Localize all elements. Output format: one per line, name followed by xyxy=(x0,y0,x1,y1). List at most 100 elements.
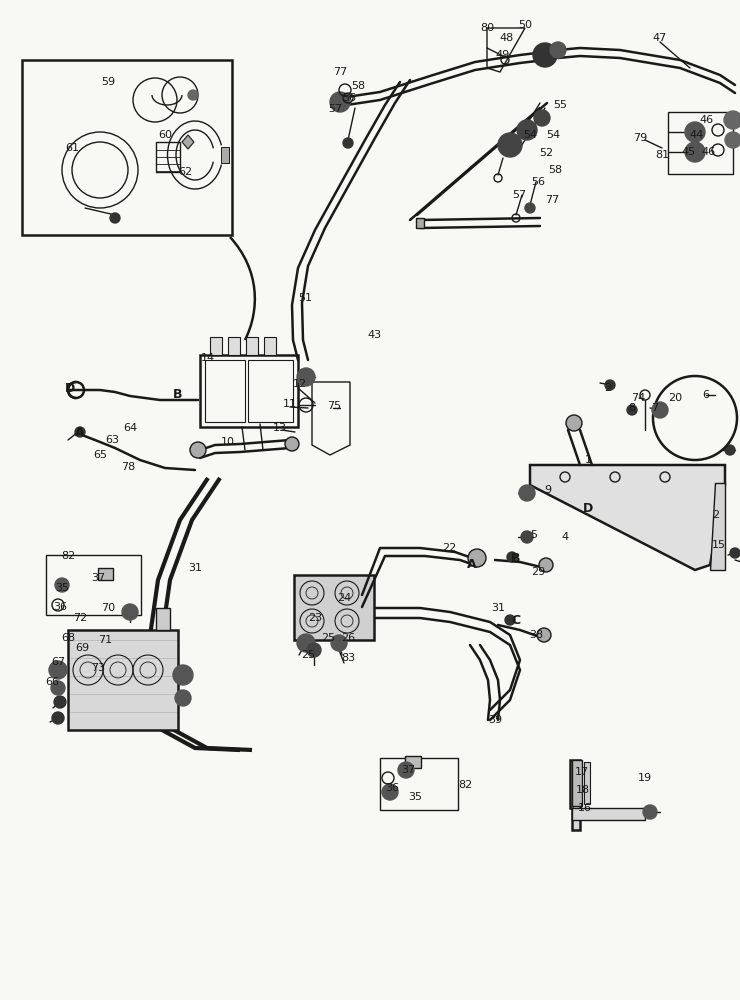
Text: 5: 5 xyxy=(531,530,537,540)
Text: 48: 48 xyxy=(500,33,514,43)
Circle shape xyxy=(507,552,517,562)
Text: 49: 49 xyxy=(496,50,510,60)
Circle shape xyxy=(382,784,398,800)
Text: 14: 14 xyxy=(201,353,215,363)
Circle shape xyxy=(521,531,533,543)
Text: 55: 55 xyxy=(553,100,567,110)
Circle shape xyxy=(724,111,740,129)
Text: 2: 2 xyxy=(713,510,719,520)
Circle shape xyxy=(398,762,414,778)
Text: 68: 68 xyxy=(61,633,75,643)
Text: 10: 10 xyxy=(221,437,235,447)
Circle shape xyxy=(110,213,120,223)
Text: 82: 82 xyxy=(458,780,472,790)
Circle shape xyxy=(188,90,198,100)
Circle shape xyxy=(468,549,486,567)
Circle shape xyxy=(52,712,64,724)
Text: 72: 72 xyxy=(73,613,87,623)
Text: 60: 60 xyxy=(158,130,172,140)
Circle shape xyxy=(173,665,193,685)
Bar xyxy=(22,60,232,235)
Circle shape xyxy=(566,415,582,431)
Circle shape xyxy=(307,643,321,657)
Circle shape xyxy=(550,42,566,58)
Bar xyxy=(294,575,374,640)
Text: 44: 44 xyxy=(690,130,704,140)
Text: 6: 6 xyxy=(702,390,710,400)
Circle shape xyxy=(54,696,66,708)
Text: 1: 1 xyxy=(585,455,591,465)
Bar xyxy=(156,142,180,172)
Text: 52: 52 xyxy=(539,148,553,158)
Text: 57: 57 xyxy=(512,190,526,200)
Circle shape xyxy=(730,548,740,558)
Text: 19: 19 xyxy=(638,773,652,783)
Text: 58: 58 xyxy=(548,165,562,175)
Circle shape xyxy=(533,43,557,67)
Circle shape xyxy=(498,133,522,157)
Circle shape xyxy=(725,445,735,455)
Text: 79: 79 xyxy=(633,133,647,143)
Text: 50: 50 xyxy=(518,20,532,30)
Bar xyxy=(405,756,421,768)
Text: 29: 29 xyxy=(531,567,545,577)
Text: 80: 80 xyxy=(480,23,494,33)
Circle shape xyxy=(75,427,85,437)
Text: B: B xyxy=(173,388,183,401)
Polygon shape xyxy=(570,760,580,830)
Text: 22: 22 xyxy=(442,543,456,553)
Text: 75: 75 xyxy=(327,401,341,411)
Text: 54: 54 xyxy=(546,130,560,140)
Bar xyxy=(246,337,258,355)
Circle shape xyxy=(343,138,353,148)
Text: 36: 36 xyxy=(53,602,67,612)
Text: 20: 20 xyxy=(668,393,682,403)
Circle shape xyxy=(534,110,550,126)
Text: 65: 65 xyxy=(93,450,107,460)
Text: 71: 71 xyxy=(98,635,112,645)
Circle shape xyxy=(685,122,705,142)
Text: 77: 77 xyxy=(333,67,347,77)
Text: 37: 37 xyxy=(91,573,105,583)
Text: 11: 11 xyxy=(283,399,297,409)
Circle shape xyxy=(285,437,299,451)
Text: A: A xyxy=(75,426,85,438)
Text: 81: 81 xyxy=(655,150,669,160)
Text: 47: 47 xyxy=(653,33,667,43)
Bar xyxy=(98,568,113,580)
Circle shape xyxy=(297,368,315,386)
Bar xyxy=(156,608,170,630)
Text: 31: 31 xyxy=(491,603,505,613)
Circle shape xyxy=(627,405,637,415)
Text: 46: 46 xyxy=(701,147,715,157)
Circle shape xyxy=(685,142,705,162)
Text: 46: 46 xyxy=(699,115,713,125)
Circle shape xyxy=(517,120,537,140)
Bar xyxy=(210,337,222,355)
Text: 13: 13 xyxy=(273,423,287,433)
Text: 35: 35 xyxy=(55,583,69,593)
Text: 82: 82 xyxy=(61,551,75,561)
Text: 24: 24 xyxy=(337,593,351,603)
Text: 25: 25 xyxy=(301,650,315,660)
Circle shape xyxy=(525,203,535,213)
Text: 45: 45 xyxy=(681,147,695,157)
Text: 59: 59 xyxy=(101,77,115,87)
Text: C: C xyxy=(511,613,520,626)
Text: 37: 37 xyxy=(401,765,415,775)
Text: 74: 74 xyxy=(631,393,645,403)
Text: 56: 56 xyxy=(531,177,545,187)
Text: 43: 43 xyxy=(368,330,382,340)
Polygon shape xyxy=(710,483,725,570)
Circle shape xyxy=(505,615,515,625)
Text: 26: 26 xyxy=(341,633,355,643)
Text: D: D xyxy=(65,381,75,394)
Bar xyxy=(205,360,245,422)
Text: 16: 16 xyxy=(578,803,592,813)
Text: 2: 2 xyxy=(605,383,611,393)
Circle shape xyxy=(55,578,69,592)
Circle shape xyxy=(539,558,553,572)
Circle shape xyxy=(49,661,67,679)
Text: 7: 7 xyxy=(651,403,659,413)
Bar xyxy=(416,218,424,228)
